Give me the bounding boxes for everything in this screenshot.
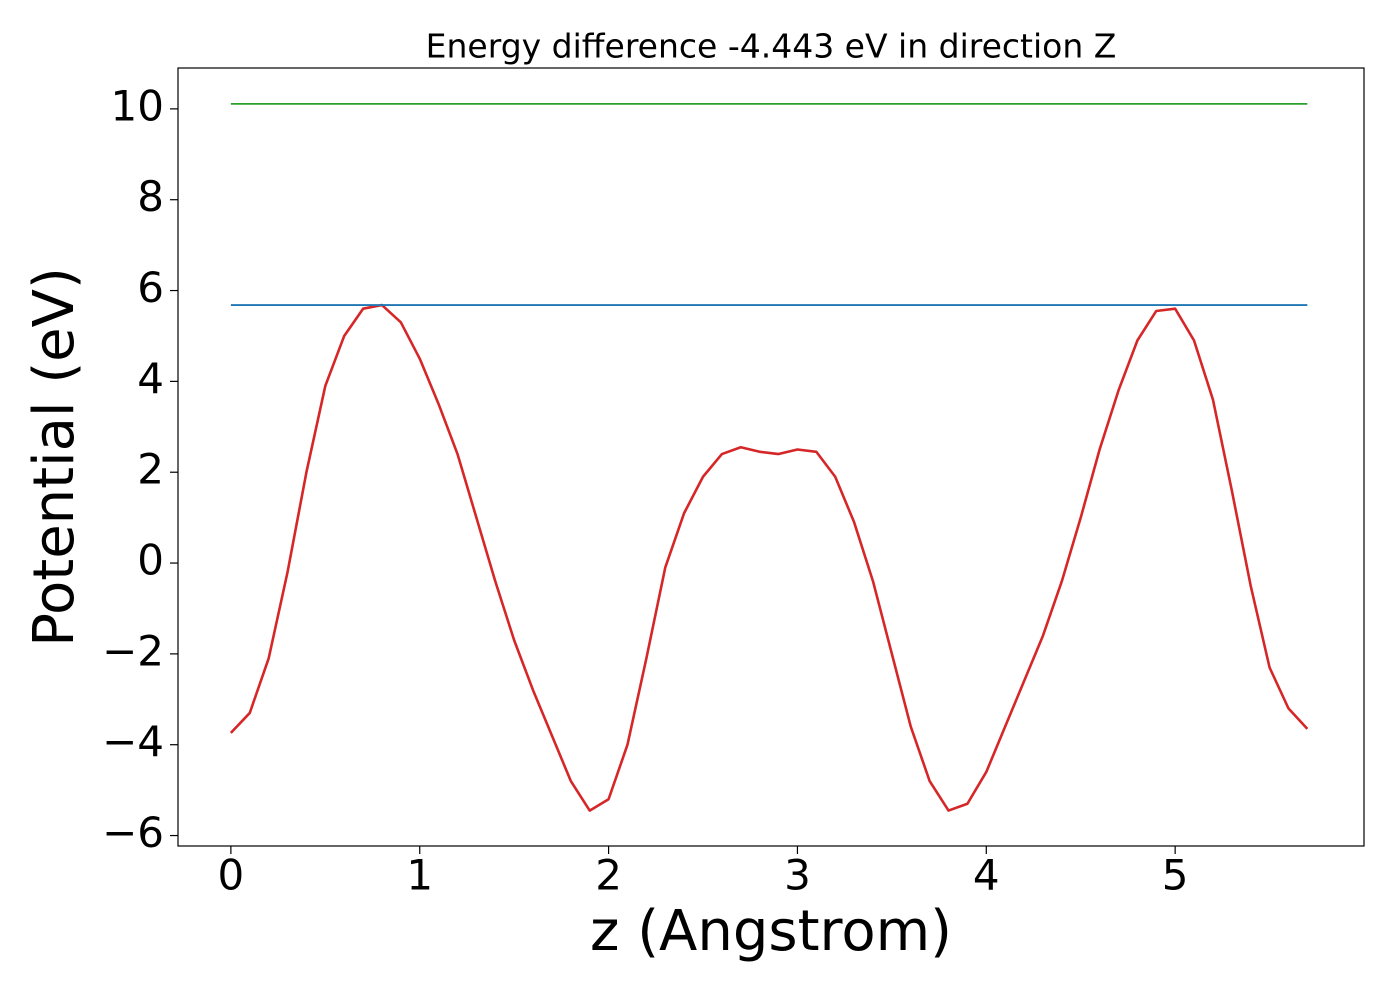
x-tick-label: 5: [1162, 851, 1189, 900]
x-tick-label: 4: [973, 851, 1000, 900]
y-tick-label: 0: [137, 536, 164, 585]
y-tick-label: 2: [137, 445, 164, 494]
x-tick-label: 3: [784, 851, 811, 900]
y-tick-label: 4: [137, 354, 164, 403]
series-line: [229, 303, 1309, 812]
y-tick-label: 6: [137, 263, 164, 312]
y-tick-label: −2: [102, 626, 164, 675]
x-tick-label: 0: [218, 851, 245, 900]
y-tick-label: 8: [137, 172, 164, 221]
x-tick-label: 1: [406, 851, 433, 900]
y-tick-label: −6: [102, 808, 164, 857]
y-tick-label: 10: [111, 81, 164, 130]
plot-frame: [177, 67, 1365, 847]
chart-title: Energy difference -4.443 eV in direction…: [426, 27, 1117, 66]
y-axis-label: Potential (eV): [22, 267, 87, 647]
y-tick-label: −4: [102, 717, 164, 766]
x-tick-label: 2: [595, 851, 622, 900]
x-axis-label: z (Angstrom): [590, 899, 952, 964]
